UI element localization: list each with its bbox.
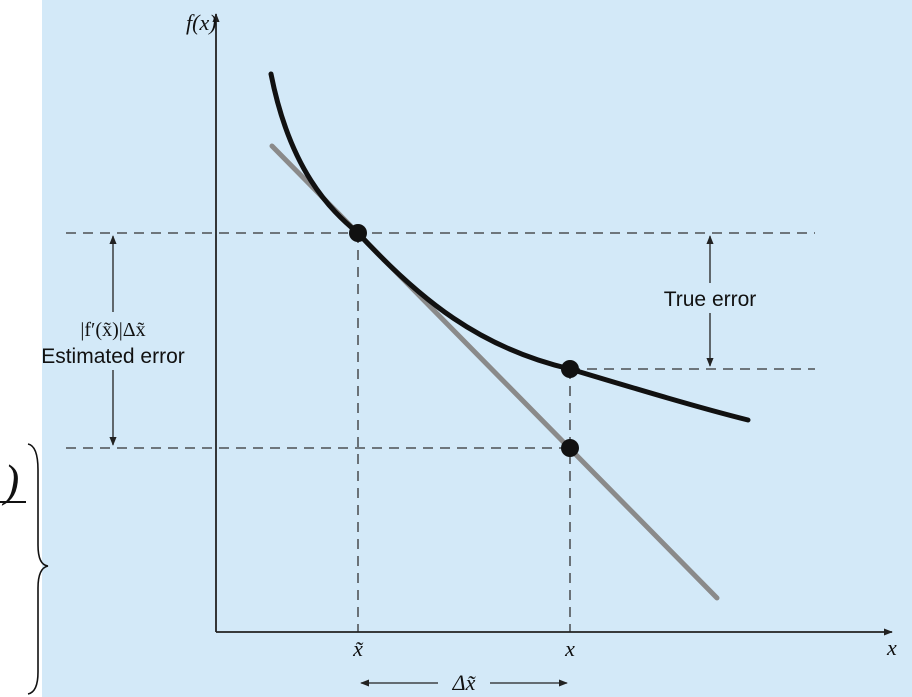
x-axis-label: x [886, 635, 897, 660]
xtilde-tick-label: x̃ [352, 636, 363, 661]
delta-x-label: Δx̃ [452, 670, 476, 695]
estimated-error-label-bg [48, 312, 188, 370]
estimated-error-label: Estimated error [41, 345, 185, 368]
point-xtilde [349, 224, 367, 242]
y-axis-label: f(x) [186, 10, 217, 35]
estimated-error-formula: |f′(x̃)|Δx̃ [80, 319, 145, 341]
left-brace [27, 443, 49, 695]
x-tick-label: x [564, 636, 575, 661]
point-true-value [561, 360, 579, 378]
left-fragment-text: ) [1, 455, 19, 506]
dashed-guides [66, 232, 815, 632]
point-estimate [561, 439, 579, 457]
function-curve [268, 71, 751, 423]
true-error-label-bg [650, 283, 770, 313]
true-error-label: True error [664, 288, 757, 311]
